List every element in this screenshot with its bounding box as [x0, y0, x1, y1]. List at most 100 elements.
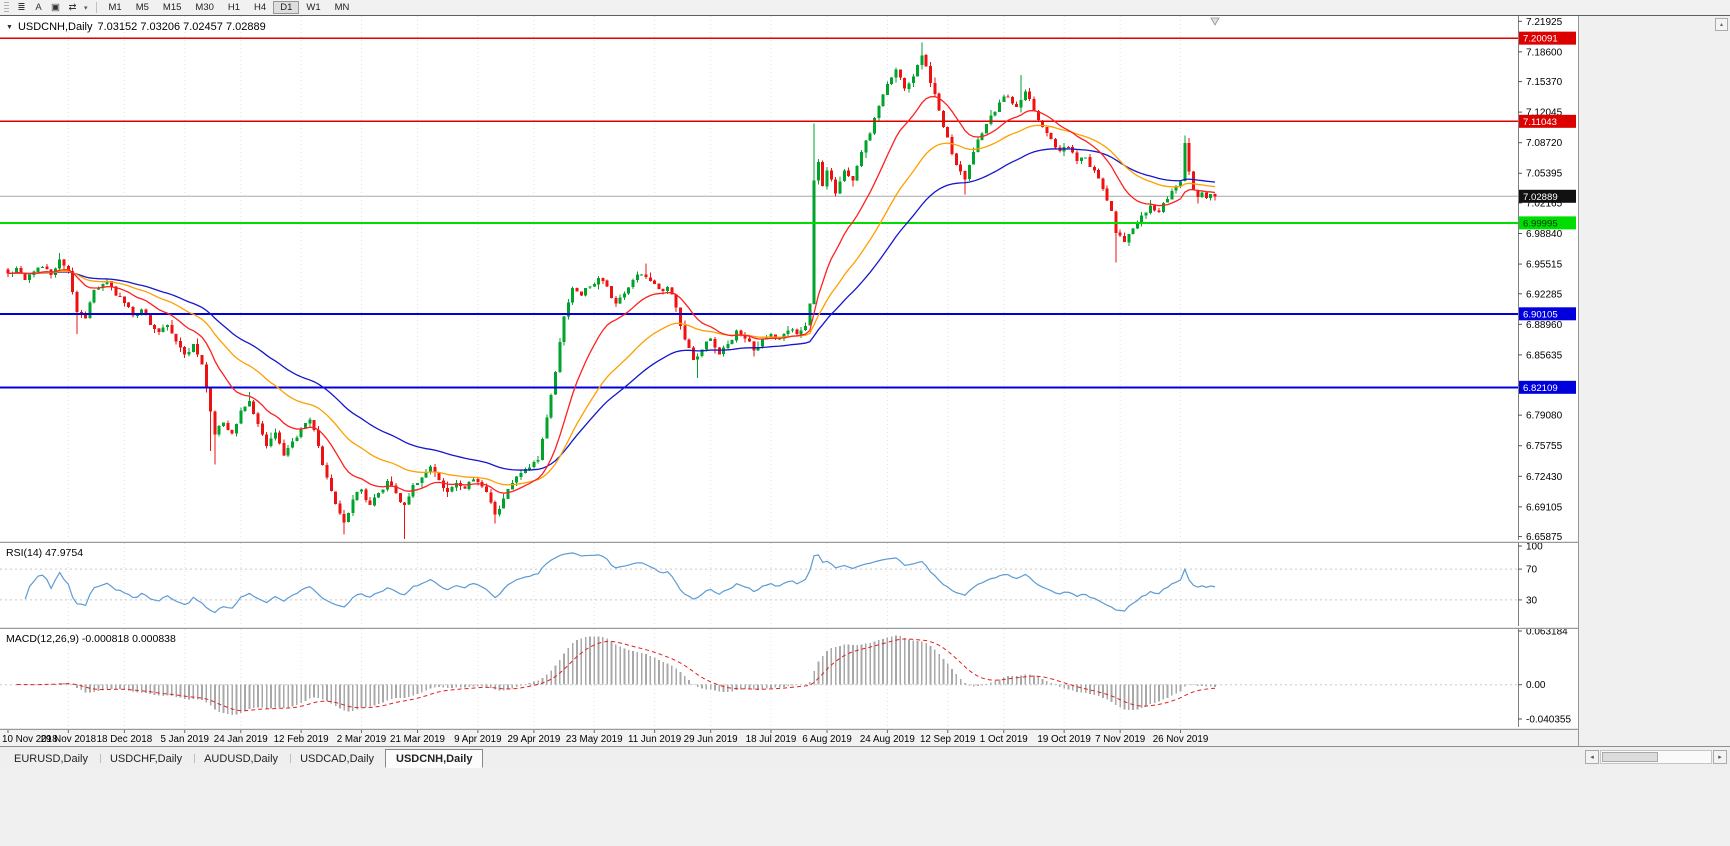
workspace-scroll-up-button[interactable]: ▴: [1715, 18, 1728, 31]
rsi-indicator-label: RSI(14) 47.9754: [6, 547, 84, 559]
svg-text:6 Aug 2019: 6 Aug 2019: [802, 734, 852, 745]
tab-scroll-left-button[interactable]: ◂: [1585, 750, 1599, 764]
chart-tab-audusd[interactable]: AUDUSD,Daily: [193, 749, 289, 768]
timeframe-button-mn[interactable]: MN: [334, 2, 350, 13]
svg-text:7.18600: 7.18600: [1526, 47, 1563, 58]
toolbar-tools: ≣ A ▣ ⇄ ▾: [13, 1, 91, 14]
svg-text:18 Dec 2018: 18 Dec 2018: [97, 734, 153, 745]
svg-text:6.79080: 6.79080: [1526, 411, 1563, 422]
candlestick-series: [6, 42, 1217, 540]
chart-symbol-period: USDCNH,Daily: [17, 21, 93, 33]
chart-tab-usdchf[interactable]: USDCHF,Daily: [99, 749, 193, 768]
timeframe-button-h4[interactable]: H4: [254, 2, 267, 13]
tab-scrollbar-track[interactable]: [1600, 750, 1712, 764]
svg-text:6.92285: 6.92285: [1526, 289, 1563, 300]
svg-text:5 Jan 2019: 5 Jan 2019: [160, 734, 208, 745]
svg-text:6.65875: 6.65875: [1526, 532, 1563, 543]
svg-text:7.08720: 7.08720: [1526, 138, 1563, 149]
toolbar-separator: [95, 2, 97, 13]
svg-text:6.95515: 6.95515: [1526, 260, 1563, 271]
timeframe-button-m15[interactable]: M15: [162, 2, 182, 13]
text-label-tool-button[interactable]: A: [35, 2, 42, 13]
tab-scrollbar-thumb[interactable]: [1602, 752, 1658, 762]
toolbar-grip[interactable]: [4, 2, 9, 13]
svg-text:7.02889: 7.02889: [1523, 192, 1558, 203]
svg-text:29 Nov 2018: 29 Nov 2018: [41, 734, 97, 745]
svg-text:11 Jun 2019: 11 Jun 2019: [628, 734, 681, 745]
chart-window[interactable]: 7.21925 7.18600 7.15370 7.12045 7.08720 7.053…: [0, 16, 1578, 746]
rsi-panel: [0, 552, 1518, 614]
macd-indicator-label: MACD(12,26,9) -0.000818 0.000838: [6, 633, 176, 645]
timeframe-button-h1[interactable]: H1: [227, 2, 241, 13]
svg-text:6.98840: 6.98840: [1526, 229, 1563, 240]
svg-text:0.063184: 0.063184: [1526, 627, 1568, 638]
timeframe-button-d1[interactable]: D1: [273, 1, 300, 14]
svg-text:26 Nov 2019: 26 Nov 2019: [1153, 734, 1209, 745]
svg-text:21 Mar 2019: 21 Mar 2019: [390, 734, 445, 745]
svg-text:29 Jun 2019: 29 Jun 2019: [684, 734, 738, 745]
svg-text:7.11043: 7.11043: [1523, 117, 1557, 128]
svg-text:2 Mar 2019: 2 Mar 2019: [337, 734, 387, 745]
svg-text:7 Nov 2019: 7 Nov 2019: [1095, 734, 1145, 745]
price-chart-canvas[interactable]: 7.21925 7.18600 7.15370 7.12045 7.08720 7.053…: [0, 16, 1578, 746]
svg-text:18 Jul 2019: 18 Jul 2019: [746, 734, 797, 745]
arrow-tools-dropdown-icon[interactable]: ▾: [84, 4, 88, 12]
price-axis-badges: 7.20091 7.11043 6.99995 6.90105 6.82109 7.028…: [1519, 31, 1576, 394]
panel-separators[interactable]: [0, 540, 1578, 730]
arrow-tools-button[interactable]: ⇄: [68, 2, 77, 13]
svg-text:12 Feb 2019: 12 Feb 2019: [274, 734, 329, 745]
chart-tab-usdcad[interactable]: USDCAD,Daily: [289, 749, 385, 768]
svg-text:29 Apr 2019: 29 Apr 2019: [507, 734, 560, 745]
svg-text:30: 30: [1526, 595, 1538, 606]
svg-text:6.88960: 6.88960: [1526, 320, 1563, 331]
svg-text:19 Oct 2019: 19 Oct 2019: [1037, 734, 1090, 745]
svg-text:-0.040355: -0.040355: [1526, 715, 1571, 726]
chart-objects-list-button[interactable]: ≣: [17, 2, 26, 13]
svg-text:6.72430: 6.72430: [1526, 472, 1563, 483]
timeframe-button-w1[interactable]: W1: [306, 2, 321, 13]
tab-scroll-right-button[interactable]: ▸: [1713, 750, 1727, 764]
svg-text:24 Aug 2019: 24 Aug 2019: [860, 734, 915, 745]
chart-tab-bar: EURUSD,Daily USDCHF,Daily AUDUSD,Daily USDC…: [0, 746, 1730, 768]
bottom-empty-area: [0, 768, 1730, 846]
svg-text:0.00: 0.00: [1526, 680, 1546, 691]
svg-text:6.69105: 6.69105: [1526, 502, 1563, 513]
svg-text:6.99995: 6.99995: [1523, 218, 1558, 229]
svg-text:12 Sep 2019: 12 Sep 2019: [920, 734, 976, 745]
chart-title: ▼ USDCNH,Daily 7.03152 7.03206 7.02457 7…: [6, 21, 266, 33]
svg-text:7.21925: 7.21925: [1526, 17, 1563, 28]
svg-text:6.75755: 6.75755: [1526, 441, 1563, 452]
timeframe-button-m5[interactable]: M5: [135, 2, 149, 13]
timeframe-toolbar: M1 M5 M15 M30 H1 H4 D1 W1 MN: [102, 1, 357, 14]
svg-text:6.85635: 6.85635: [1526, 350, 1563, 361]
svg-text:7.02165: 7.02165: [1526, 198, 1563, 209]
svg-text:7.12045: 7.12045: [1526, 108, 1563, 119]
svg-text:70: 70: [1526, 565, 1538, 576]
chart-ohlc-values: 7.03152 7.03206 7.02457 7.02889: [97, 21, 266, 33]
main-toolbar: ≣ A ▣ ⇄ ▾ M1 M5 M15 M30 H1 H4 D1 W1 MN: [0, 0, 1730, 16]
svg-text:1 Oct 2019: 1 Oct 2019: [980, 734, 1028, 745]
chart-tabs: EURUSD,Daily USDCHF,Daily AUDUSD,Daily USDC…: [3, 747, 484, 768]
workspace-empty-area: ▴: [1578, 16, 1730, 746]
moving-average-lines: [7, 95, 1216, 494]
svg-text:7.20091: 7.20091: [1523, 34, 1558, 45]
symbol-dropdown-icon[interactable]: ▼: [6, 23, 13, 31]
svg-text:7.15370: 7.15370: [1526, 77, 1563, 88]
tab-scrollbar[interactable]: ◂ ▸: [1585, 749, 1727, 765]
svg-text:7.05395: 7.05395: [1526, 169, 1563, 180]
timeframe-button-m30[interactable]: M30: [195, 2, 214, 13]
macd-panel: [0, 635, 1518, 715]
svg-text:100: 100: [1526, 542, 1543, 553]
shift-marker-icon[interactable]: [1210, 17, 1220, 26]
svg-text:9 Apr 2019: 9 Apr 2019: [454, 734, 501, 745]
svg-text:6.90105: 6.90105: [1523, 309, 1558, 320]
svg-text:10 Nov 2018: 10 Nov 2018: [2, 734, 58, 745]
chart-tab-eurusd[interactable]: EURUSD,Daily: [14, 752, 88, 765]
template-tool-button[interactable]: ▣: [51, 2, 60, 13]
svg-text:23 May 2019: 23 May 2019: [566, 734, 623, 745]
chart-tab-usdcnh[interactable]: USDCNH,Daily: [385, 749, 484, 768]
timeframe-button-m1[interactable]: M1: [108, 2, 122, 13]
horizontal-level-lines[interactable]: [0, 37, 1518, 389]
